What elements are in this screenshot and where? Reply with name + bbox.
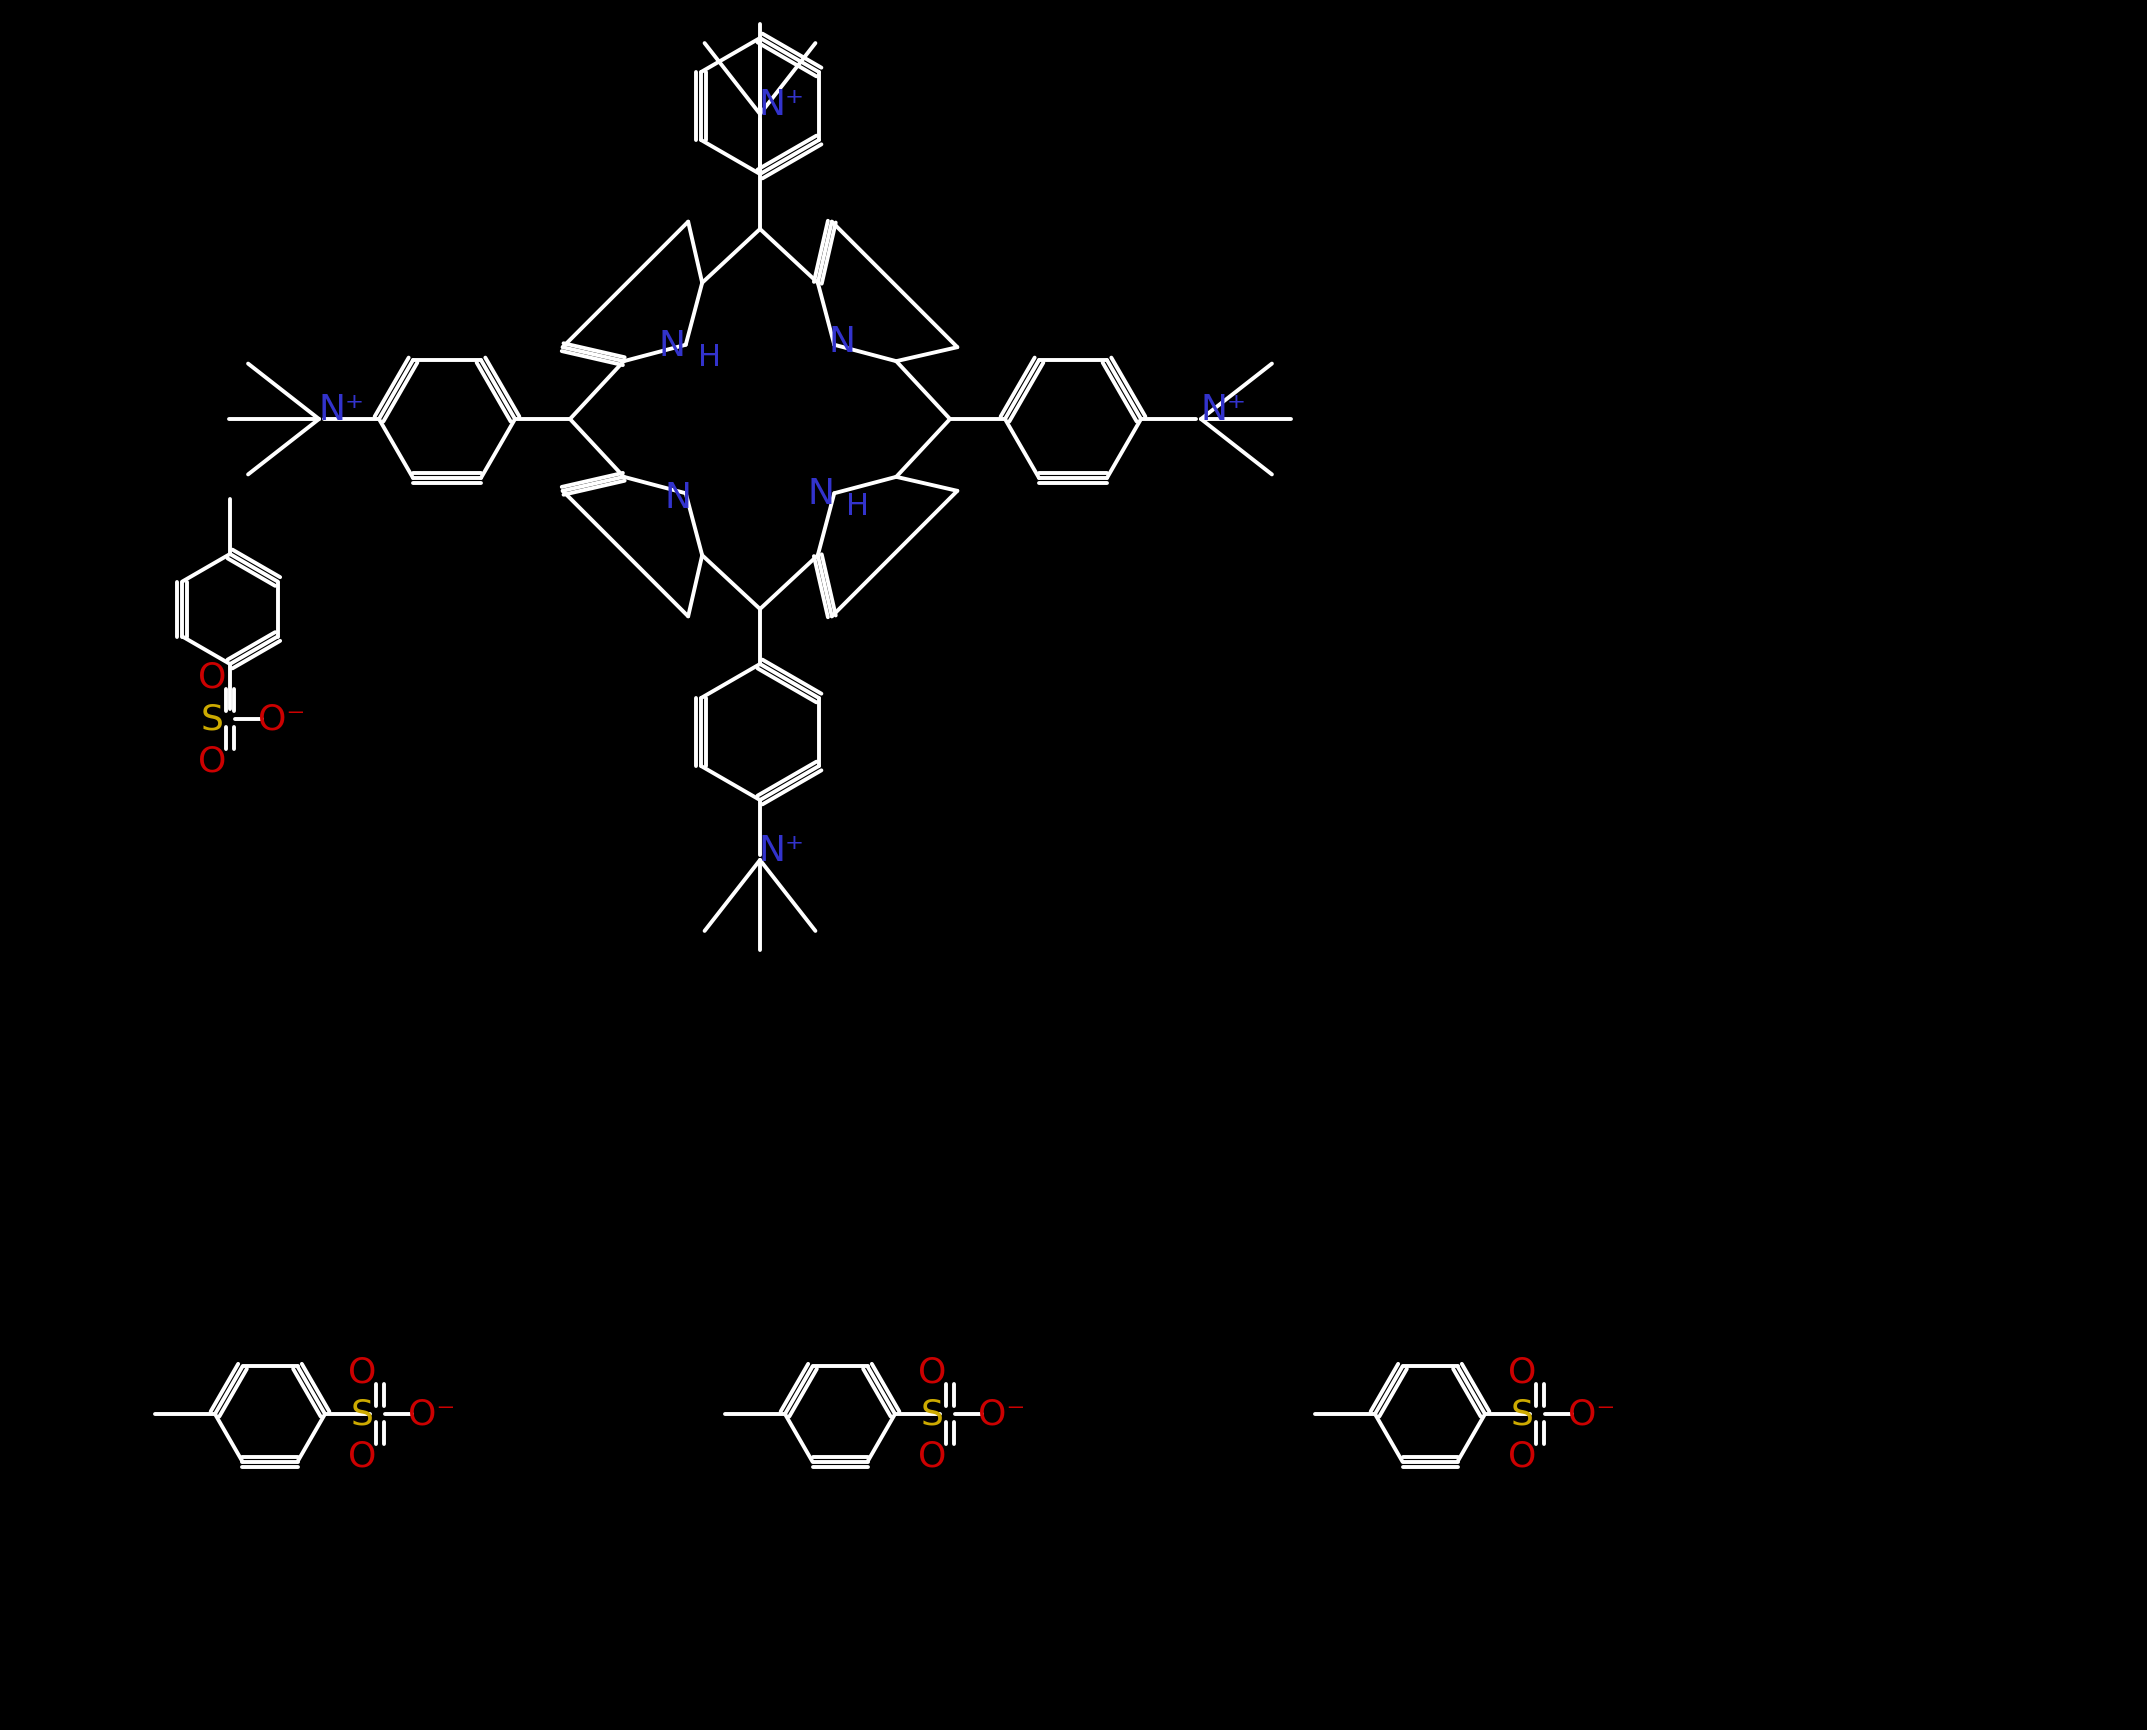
Text: O⁻: O⁻ bbox=[979, 1398, 1026, 1431]
Text: O⁻: O⁻ bbox=[408, 1398, 455, 1431]
Text: S: S bbox=[200, 702, 223, 737]
Text: O: O bbox=[198, 661, 225, 695]
Text: O: O bbox=[198, 744, 225, 778]
Text: O: O bbox=[917, 1355, 947, 1389]
Text: H: H bbox=[698, 343, 721, 372]
Text: N⁺: N⁺ bbox=[760, 88, 805, 121]
Text: O⁻: O⁻ bbox=[1567, 1398, 1617, 1431]
Text: O: O bbox=[917, 1439, 947, 1474]
Text: N: N bbox=[663, 481, 691, 516]
Text: O: O bbox=[348, 1355, 376, 1389]
Text: N⁺: N⁺ bbox=[318, 393, 365, 427]
Text: S: S bbox=[1511, 1398, 1533, 1431]
Text: O⁻: O⁻ bbox=[258, 702, 305, 737]
Text: H: H bbox=[846, 491, 870, 521]
Text: O: O bbox=[1507, 1439, 1537, 1474]
Text: N⁺: N⁺ bbox=[760, 834, 805, 867]
Text: S: S bbox=[350, 1398, 374, 1431]
Text: N: N bbox=[829, 325, 857, 358]
Text: O: O bbox=[348, 1439, 376, 1474]
Text: N⁺: N⁺ bbox=[1200, 393, 1245, 427]
Text: O: O bbox=[1507, 1355, 1537, 1389]
Text: S: S bbox=[921, 1398, 943, 1431]
Text: N: N bbox=[659, 329, 685, 363]
Text: N: N bbox=[807, 477, 835, 510]
